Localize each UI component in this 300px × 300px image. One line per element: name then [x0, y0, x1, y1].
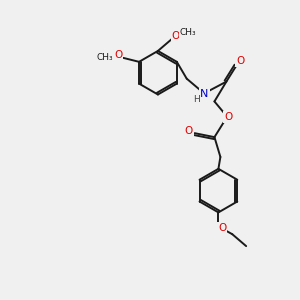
Text: O: O	[172, 31, 180, 41]
Text: O: O	[236, 56, 244, 66]
Text: CH₃: CH₃	[179, 28, 196, 37]
Text: H: H	[193, 95, 200, 104]
Text: O: O	[114, 50, 122, 60]
Text: CH₃: CH₃	[96, 53, 113, 62]
Text: O: O	[184, 126, 193, 136]
Text: N: N	[200, 88, 209, 98]
Text: O: O	[218, 223, 226, 233]
Text: O: O	[224, 112, 232, 122]
